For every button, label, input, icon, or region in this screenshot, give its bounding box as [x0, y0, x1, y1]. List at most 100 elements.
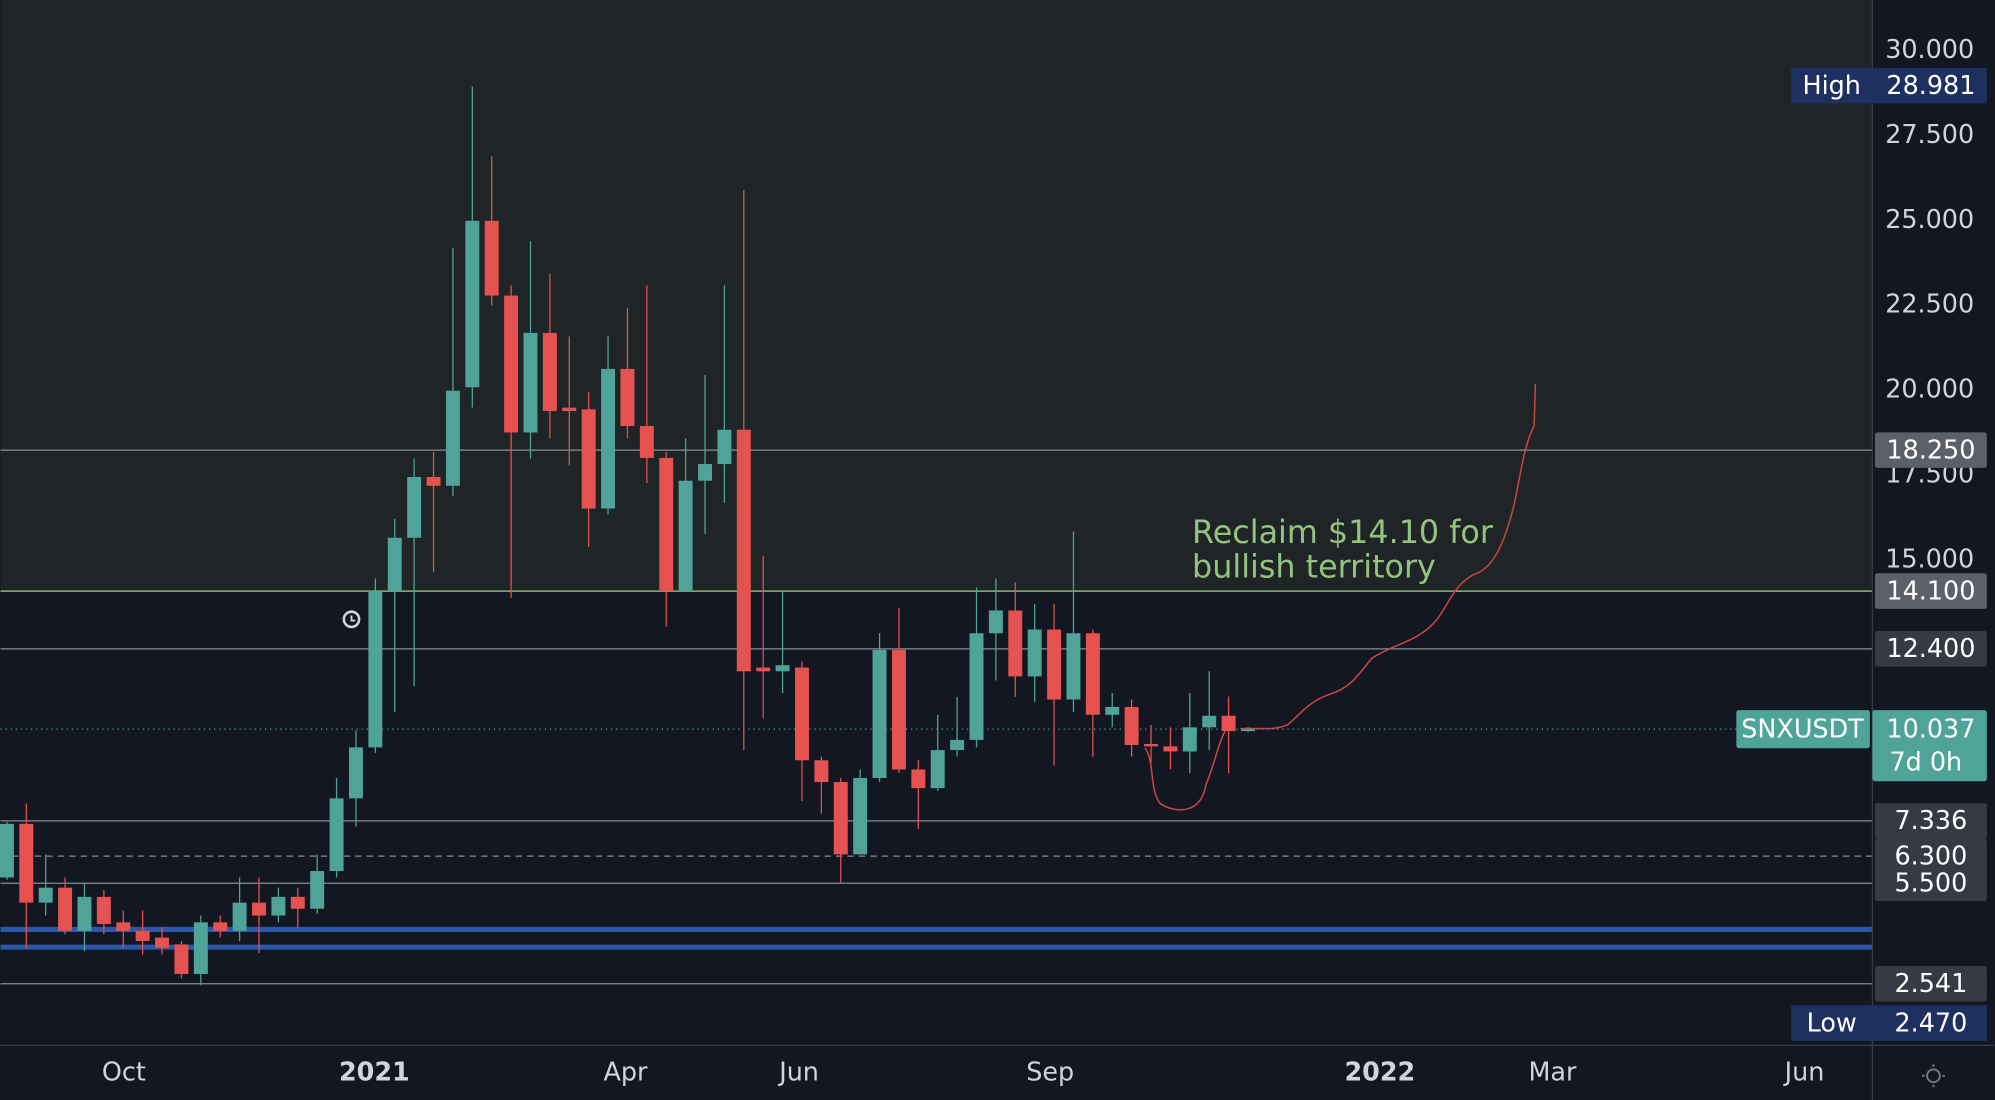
candle-body [717, 429, 732, 465]
candle-body [193, 922, 208, 974]
low_marker-value: 2.470 [1895, 1007, 1968, 1037]
x-tick-label: Jun [777, 1056, 819, 1086]
last-price-label: 10.037 [1886, 713, 1975, 743]
y-tick-label: 25.000 [1885, 204, 1974, 234]
candle-body [620, 368, 635, 427]
candle-body [601, 368, 616, 509]
candle-body [77, 896, 92, 931]
lines [0, 449, 1873, 985]
candle-body [1163, 746, 1178, 752]
candle-body [445, 390, 460, 486]
y-tick-label: 27.500 [1885, 119, 1974, 149]
candle-body [853, 777, 868, 855]
candle-body [155, 937, 170, 948]
candle-body [58, 887, 73, 931]
candle-body [1105, 706, 1120, 715]
candle-body [484, 220, 499, 296]
bull-zone [0, 0, 1873, 592]
candle-body [252, 902, 266, 916]
projection-path [1144, 384, 1537, 811]
candle-body [891, 649, 906, 770]
candle-body [368, 591, 383, 748]
level-label: 18.250 [1886, 434, 1975, 464]
level-label: 14.100 [1886, 575, 1975, 605]
x-tick-label: 2022 [1344, 1056, 1415, 1086]
candle-body [1027, 629, 1042, 677]
candle-body [19, 823, 34, 903]
candle-body [329, 798, 344, 872]
settings-icon[interactable] [1922, 1064, 1945, 1088]
candle-body [581, 409, 596, 509]
high_marker-value-box [1872, 67, 1987, 104]
candle-body [116, 922, 131, 931]
candle-body [387, 537, 402, 592]
symbol-box [1736, 710, 1870, 749]
candle-body [271, 896, 286, 916]
candle-body [1144, 743, 1159, 747]
candle-body [833, 782, 848, 855]
candle-body [504, 295, 519, 433]
high_marker-name-box [1791, 67, 1873, 104]
low_marker-name: Low [1807, 1007, 1857, 1037]
level-box [1874, 965, 1987, 1002]
alarm-icon [342, 610, 361, 629]
candle-body [542, 332, 557, 412]
candle-body [232, 902, 247, 931]
candle-body [775, 665, 790, 672]
candle-body [1241, 729, 1255, 732]
candle-body [407, 476, 422, 538]
y-tick-label: 30.000 [1885, 34, 1974, 64]
level-box [1874, 432, 1987, 468]
candle-body [38, 887, 53, 903]
candle-body [1008, 610, 1023, 677]
high_marker-name: High [1803, 70, 1861, 100]
candle-body [348, 747, 363, 799]
level-label: 5.500 [1895, 868, 1968, 898]
y-tick-label: 15.000 [1885, 544, 1974, 574]
candle-body [135, 930, 150, 942]
x-tick-label: Apr [604, 1056, 649, 1086]
candle-body [736, 429, 751, 672]
candle-body [96, 896, 111, 925]
candle-body [174, 944, 189, 974]
low_marker-name-box [1791, 1005, 1873, 1041]
candle-body [872, 649, 887, 778]
candle-body [678, 480, 693, 592]
candle-body [988, 610, 1003, 634]
candle-body [756, 667, 771, 672]
candles [0, 86, 1255, 986]
candle-body [213, 922, 228, 931]
candle-body [930, 750, 945, 789]
x-tick-label: 2021 [339, 1056, 410, 1086]
candle-body [1085, 633, 1100, 715]
candle-body [639, 426, 654, 458]
level-box [1874, 865, 1987, 902]
x-tick-label: Sep [1026, 1056, 1074, 1086]
x-tick-label: Mar [1528, 1056, 1577, 1086]
candle-body [1202, 715, 1217, 728]
candle-body [969, 633, 984, 740]
level-box [1874, 838, 1987, 874]
candle-body [1221, 715, 1236, 732]
x-tick-label: Oct [102, 1056, 146, 1086]
annotation: Reclaim $14.10 for [1192, 514, 1494, 551]
annotation: bullish territory [1192, 548, 1436, 585]
candle-body [1182, 727, 1197, 752]
candle-body [290, 896, 305, 909]
level-label: 2.541 [1895, 968, 1968, 998]
level-box [1874, 573, 1987, 609]
candle-body [1066, 633, 1081, 700]
candle-body [0, 823, 14, 878]
x-tick-label: Jun [1783, 1056, 1825, 1086]
level-label: 6.300 [1895, 840, 1968, 870]
candle-body [950, 739, 965, 751]
y-tick-label: 22.500 [1885, 289, 1974, 319]
candle-body [465, 220, 480, 388]
countdown-label: 7d 0h [1889, 746, 1962, 776]
candle-body [911, 769, 926, 789]
candle-body [310, 871, 325, 909]
high_marker-value: 28.981 [1886, 70, 1975, 100]
symbol-label: SNXUSDT [1741, 713, 1864, 743]
level-box [1874, 803, 1987, 839]
